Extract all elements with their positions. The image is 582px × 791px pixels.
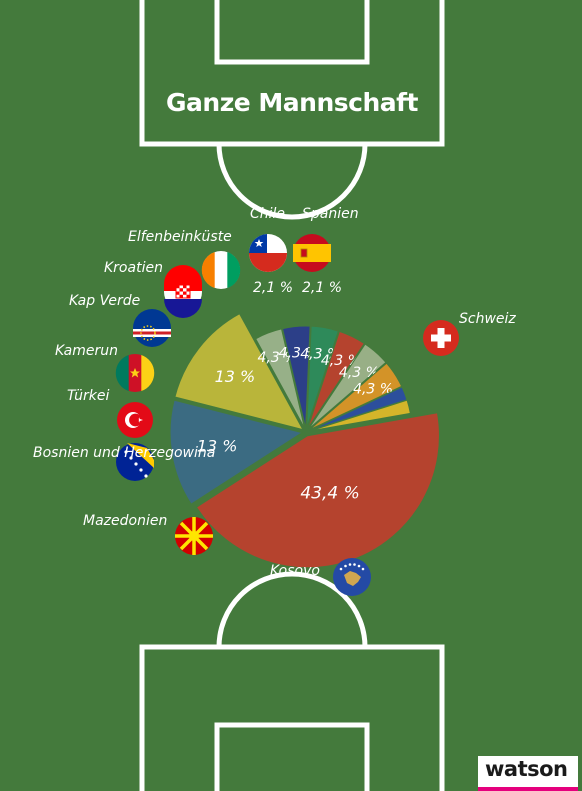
- label-schweiz: Schweiz: [459, 311, 516, 327]
- label-spanien: Spanien: [302, 206, 359, 222]
- pie-slice: [309, 399, 411, 432]
- croatia-flag-icon: [164, 265, 202, 318]
- label-kroatien: Kroatien: [104, 260, 163, 276]
- ivory-coast-flag-icon: [201, 251, 241, 289]
- pie-slice: [281, 325, 311, 429]
- pie-slice: [309, 386, 408, 432]
- chile-flag-icon: [249, 234, 287, 272]
- label-kap-verde: Kap Verde: [69, 293, 141, 309]
- bottom-penalty-box: [139, 644, 445, 791]
- flags: [115, 234, 459, 596]
- pie-slice: [307, 330, 365, 429]
- slice-value-label: 4,3 %: [353, 381, 393, 397]
- bottom-goal-box: [214, 722, 370, 791]
- label-kosovo: Kosovo: [270, 563, 320, 579]
- bosnia-flag-icon: [116, 443, 154, 481]
- slice-value-label: 4,3 %: [257, 350, 297, 366]
- page-title: Ganze Mannschaft: [166, 88, 418, 117]
- pie-slice: [308, 343, 387, 430]
- pie-chart: 43,4 %13 %13 %4,3 %4,3 %4,3 %4,3 %4,3 %4…: [169, 313, 440, 569]
- top-penalty-box: [139, 0, 445, 147]
- pie-slice: [174, 313, 304, 431]
- label-tuerkei: Türkei: [67, 388, 110, 404]
- watson-logo: watson: [478, 756, 578, 791]
- top-penalty-arc: [216, 143, 368, 220]
- label-chile: Chile: [250, 206, 286, 222]
- label-mazedonien: Mazedonien: [83, 513, 168, 529]
- field-lines: [139, 0, 445, 791]
- label-kamerun: Kamerun: [55, 343, 119, 359]
- cameroon-flag-icon: [115, 354, 155, 392]
- slice-value-label: 4,3 %: [279, 345, 319, 361]
- pie-slice: [306, 325, 339, 429]
- slice-value-label: 13 %: [197, 437, 238, 456]
- cape-verde-flag-icon: [133, 309, 171, 347]
- macedonia-flag-icon: [175, 517, 213, 555]
- pie-slice: [254, 328, 306, 429]
- pie-slice: [169, 399, 304, 505]
- bottom-penalty-arc: [216, 571, 368, 648]
- kosovo-flag-icon: [333, 558, 371, 596]
- slice-value-label: 4,3 %: [339, 365, 379, 381]
- top-goal-box: [214, 0, 370, 65]
- pie-slice: [309, 362, 403, 431]
- spain-flag-icon: [293, 234, 331, 272]
- label-elfenbeinkueste: Elfenbeinküste: [128, 229, 232, 245]
- switzerland-flag-icon: [423, 320, 459, 356]
- turkey-flag-icon: [117, 402, 153, 438]
- value-label-chile: 2,1 %: [253, 280, 294, 296]
- value-label-spanien: 2,1 %: [302, 280, 343, 296]
- label-bosnien-herzegowina: Bosnien und Herzegowina: [33, 445, 216, 461]
- brand-name: watson: [485, 757, 568, 781]
- slice-value-label: 13 %: [215, 367, 256, 386]
- slice-value-label: 43,4 %: [300, 483, 359, 503]
